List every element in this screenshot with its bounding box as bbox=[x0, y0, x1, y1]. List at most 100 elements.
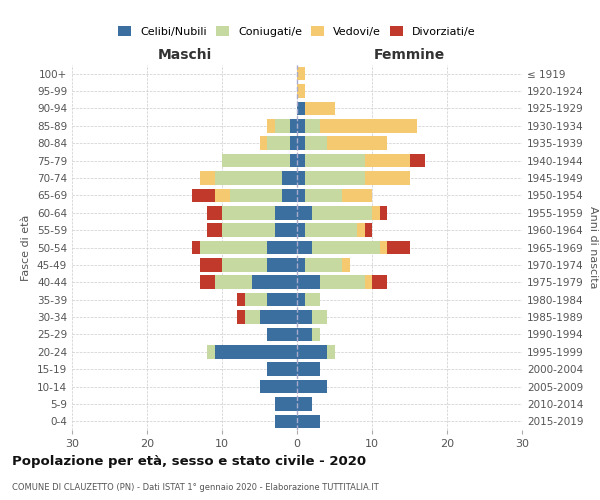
Bar bbox=[237, 293, 245, 306]
Bar bbox=[342, 188, 372, 202]
Bar bbox=[207, 206, 222, 220]
Bar bbox=[305, 154, 365, 168]
Bar bbox=[312, 328, 320, 341]
Bar bbox=[290, 154, 297, 168]
Bar bbox=[275, 414, 297, 428]
Bar bbox=[409, 154, 425, 168]
Bar bbox=[297, 171, 305, 185]
Bar bbox=[297, 206, 312, 220]
Bar bbox=[222, 206, 275, 220]
Bar bbox=[297, 119, 305, 132]
Bar bbox=[297, 136, 305, 150]
Bar bbox=[275, 397, 297, 410]
Bar bbox=[305, 119, 320, 132]
Bar bbox=[199, 276, 215, 289]
Bar bbox=[297, 397, 312, 410]
Bar bbox=[297, 310, 312, 324]
Bar bbox=[297, 240, 312, 254]
Bar bbox=[245, 310, 260, 324]
Text: Femmine: Femmine bbox=[374, 48, 445, 62]
Bar bbox=[192, 188, 215, 202]
Text: COMUNE DI CLAUZETTO (PN) - Dati ISTAT 1° gennaio 2020 - Elaborazione TUTTITALIA.: COMUNE DI CLAUZETTO (PN) - Dati ISTAT 1°… bbox=[12, 484, 379, 492]
Bar bbox=[305, 224, 357, 237]
Bar bbox=[365, 154, 409, 168]
Bar bbox=[320, 276, 365, 289]
Y-axis label: Fasce di età: Fasce di età bbox=[22, 214, 31, 280]
Bar bbox=[275, 224, 297, 237]
Bar bbox=[305, 188, 342, 202]
Bar bbox=[267, 240, 297, 254]
Bar bbox=[275, 206, 297, 220]
Bar bbox=[290, 119, 297, 132]
Bar bbox=[192, 240, 199, 254]
Bar bbox=[297, 345, 327, 358]
Bar bbox=[327, 136, 387, 150]
Bar bbox=[305, 102, 335, 115]
Bar bbox=[282, 171, 297, 185]
Bar bbox=[260, 310, 297, 324]
Bar bbox=[297, 293, 305, 306]
Bar bbox=[297, 362, 320, 376]
Bar bbox=[327, 345, 335, 358]
Bar bbox=[297, 380, 327, 394]
Bar bbox=[312, 240, 380, 254]
Bar bbox=[297, 154, 305, 168]
Bar bbox=[215, 276, 252, 289]
Bar bbox=[275, 119, 290, 132]
Bar bbox=[252, 276, 297, 289]
Bar bbox=[290, 136, 297, 150]
Text: Maschi: Maschi bbox=[157, 48, 212, 62]
Bar bbox=[267, 293, 297, 306]
Bar bbox=[297, 258, 305, 272]
Bar bbox=[229, 188, 282, 202]
Legend: Celibi/Nubili, Coniugati/e, Vedovi/e, Divorziati/e: Celibi/Nubili, Coniugati/e, Vedovi/e, Di… bbox=[115, 23, 479, 40]
Bar bbox=[297, 224, 305, 237]
Bar bbox=[365, 224, 372, 237]
Bar bbox=[305, 258, 342, 272]
Bar bbox=[267, 258, 297, 272]
Bar bbox=[222, 154, 290, 168]
Bar bbox=[365, 276, 372, 289]
Bar bbox=[297, 67, 305, 80]
Bar bbox=[282, 188, 297, 202]
Bar bbox=[305, 293, 320, 306]
Bar bbox=[297, 414, 320, 428]
Bar bbox=[380, 240, 387, 254]
Bar bbox=[267, 328, 297, 341]
Bar bbox=[267, 362, 297, 376]
Bar bbox=[357, 224, 365, 237]
Bar bbox=[207, 224, 222, 237]
Bar bbox=[215, 171, 282, 185]
Bar bbox=[260, 380, 297, 394]
Bar bbox=[372, 206, 380, 220]
Bar bbox=[199, 240, 267, 254]
Bar bbox=[297, 188, 305, 202]
Bar bbox=[305, 136, 327, 150]
Bar bbox=[297, 276, 320, 289]
Bar bbox=[312, 206, 372, 220]
Y-axis label: Anni di nascita: Anni di nascita bbox=[587, 206, 598, 289]
Bar bbox=[245, 293, 267, 306]
Bar bbox=[297, 84, 305, 98]
Bar bbox=[342, 258, 349, 272]
Bar bbox=[199, 258, 222, 272]
Bar bbox=[365, 171, 409, 185]
Bar bbox=[222, 258, 267, 272]
Bar bbox=[215, 345, 297, 358]
Bar bbox=[305, 171, 365, 185]
Bar bbox=[267, 119, 275, 132]
Bar bbox=[222, 224, 275, 237]
Bar bbox=[372, 276, 387, 289]
Bar bbox=[380, 206, 387, 220]
Bar bbox=[199, 171, 215, 185]
Bar bbox=[297, 328, 312, 341]
Bar bbox=[267, 136, 290, 150]
Bar bbox=[320, 119, 417, 132]
Bar bbox=[387, 240, 409, 254]
Bar bbox=[237, 310, 245, 324]
Bar bbox=[207, 345, 215, 358]
Bar bbox=[297, 102, 305, 115]
Text: Popolazione per età, sesso e stato civile - 2020: Popolazione per età, sesso e stato civil… bbox=[12, 454, 366, 468]
Bar bbox=[215, 188, 229, 202]
Bar bbox=[312, 310, 327, 324]
